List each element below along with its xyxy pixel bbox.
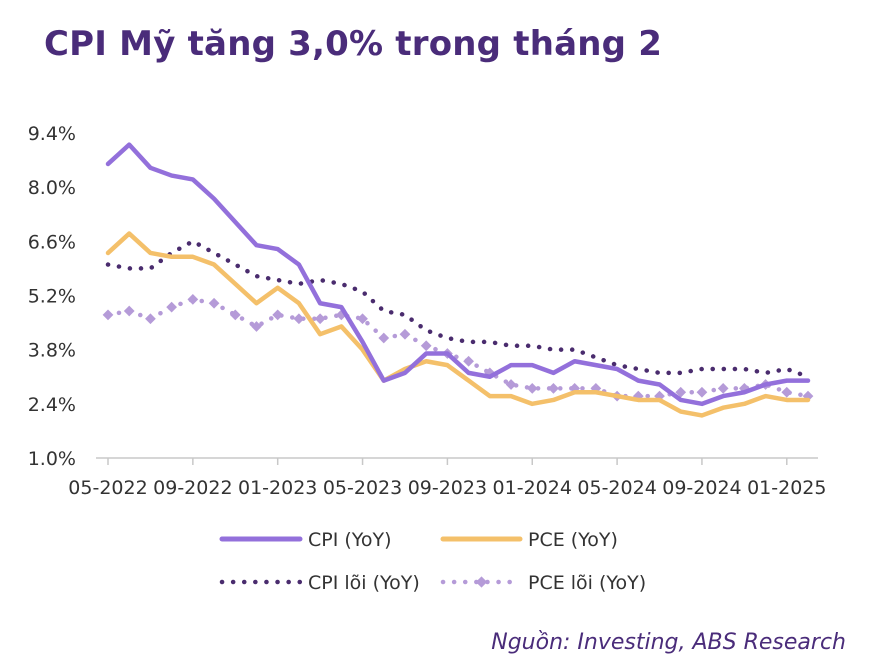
series-point-core-pce (314, 313, 326, 325)
legend-label: CPI lõi (YoY) (308, 572, 420, 594)
y-tick-label: 3.8% (28, 340, 76, 362)
series-point-core-pce (272, 309, 284, 321)
x-tick-label: 09-2022 (153, 477, 232, 499)
x-tick-label: 01-2024 (493, 477, 572, 499)
x-tick-label: 05-2023 (323, 477, 402, 499)
series-point-core-pce (526, 382, 538, 394)
series-point-core-pce (420, 340, 432, 352)
series-point-core-pce (505, 379, 517, 390)
series-point-core-pce (357, 313, 368, 325)
y-tick-label: 8.0% (28, 177, 76, 199)
source-note: Nguồn: Investing, ABS Research (491, 630, 846, 655)
chart-legend: CPI (YoY) PCE (YoY) CPI lõi (YoY) PCE lõi (… (219, 529, 646, 594)
series-line-core-cpi (105, 238, 811, 379)
y-tick-label: 1.0% (28, 448, 76, 470)
x-tick-label: 05-2024 (577, 477, 656, 499)
series-point-core-pce (145, 313, 156, 325)
series-point-core-pce (717, 382, 729, 394)
series-point-core-pce (102, 309, 114, 321)
series-point-core-pce (166, 301, 178, 313)
y-tick-label: 2.4% (28, 394, 76, 416)
series-point-core-pce (187, 293, 199, 305)
legend-label: CPI (YoY) (308, 529, 392, 551)
x-tick-label: 05-2022 (68, 477, 147, 499)
y-tick-label: 6.6% (28, 231, 76, 253)
y-tick-label: 9.4% (28, 123, 76, 145)
chart-title: CPI Mỹ tăng 3,0% trong tháng 2 (44, 24, 663, 64)
legend-swatch-marker (475, 576, 488, 588)
x-tick-label: 09-2024 (662, 477, 741, 499)
x-tick-label: 01-2025 (747, 477, 826, 499)
series-point-core-pce (229, 309, 241, 321)
series-point-core-pce (293, 313, 305, 325)
series-point-core-pce (123, 305, 135, 317)
series-point-core-pce (548, 382, 559, 394)
legend-item: PCE lõi (YoY) (440, 572, 646, 594)
series-point-core-pce (378, 332, 390, 344)
legend-item: CPI (YoY) (219, 529, 392, 551)
chart-axes: 1.0% 2.4% 3.8% 5.2% 6.6% 8.0% 9.4% 05-2022 09-20… (28, 123, 827, 499)
y-tick-label: 5.2% (28, 286, 76, 308)
series-point-core-pce (463, 355, 474, 367)
legend-item: CPI lõi (YoY) (219, 572, 420, 594)
series-point-core-pce (399, 328, 411, 340)
legend-label: PCE lõi (YoY) (528, 572, 646, 594)
series-line-cpi (105, 142, 811, 407)
series-point-core-pce (781, 386, 793, 398)
legend-item: PCE (YoY) (440, 529, 618, 551)
legend-label: PCE (YoY) (528, 529, 618, 551)
x-tick-label: 01-2023 (238, 477, 317, 499)
x-tick-label: 09-2023 (408, 477, 487, 499)
series-point-core-pce (696, 386, 708, 398)
series-point-core-pce (208, 297, 220, 309)
series-line-pce (105, 231, 811, 418)
chart-series (102, 142, 814, 418)
series-line-core-pce (105, 297, 811, 399)
